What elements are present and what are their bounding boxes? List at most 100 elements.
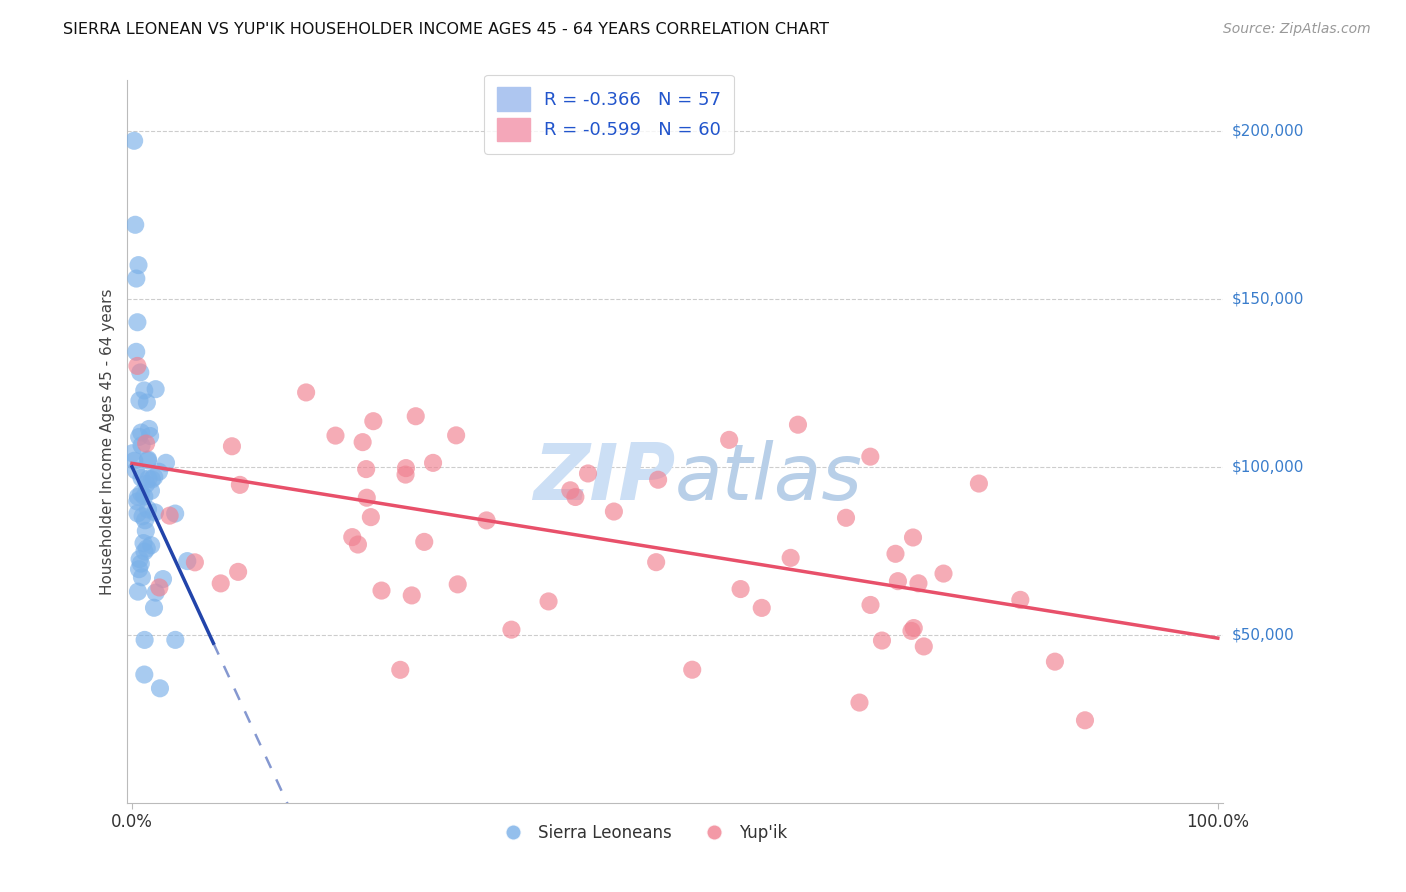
Point <box>127 494 149 508</box>
Point <box>127 506 149 520</box>
Text: $200,000: $200,000 <box>1232 123 1303 138</box>
Point <box>325 428 347 442</box>
Point <box>537 594 560 608</box>
Point <box>134 490 156 504</box>
Point <box>501 623 523 637</box>
Point <box>1010 592 1032 607</box>
Point <box>229 478 252 492</box>
Point <box>647 473 669 487</box>
Point <box>165 632 187 647</box>
Point <box>165 507 187 521</box>
Point <box>128 430 150 444</box>
Point <box>787 417 810 432</box>
Point <box>389 663 412 677</box>
Point <box>1074 714 1097 728</box>
Point <box>405 409 427 424</box>
Point <box>134 667 156 681</box>
Point <box>354 462 377 476</box>
Point <box>413 534 436 549</box>
Text: $100,000: $100,000 <box>1232 459 1303 475</box>
Point <box>125 271 148 285</box>
Point <box>859 450 882 464</box>
Point <box>125 344 148 359</box>
Point <box>139 483 162 498</box>
Point <box>870 633 893 648</box>
Point <box>645 555 668 569</box>
Point <box>884 547 907 561</box>
Point <box>131 438 153 452</box>
Point <box>226 565 249 579</box>
Point <box>136 502 159 516</box>
Point <box>134 513 156 527</box>
Point <box>129 486 152 500</box>
Point <box>347 537 370 551</box>
Point <box>751 600 773 615</box>
Point <box>184 555 207 569</box>
Point <box>131 570 153 584</box>
Point <box>131 471 153 485</box>
Point <box>135 395 157 409</box>
Point <box>576 467 599 481</box>
Point <box>209 576 232 591</box>
Point <box>394 467 416 482</box>
Point <box>730 582 752 596</box>
Point <box>135 436 157 450</box>
Point <box>835 510 858 524</box>
Point <box>401 589 423 603</box>
Point <box>122 134 145 148</box>
Point <box>145 585 167 599</box>
Text: atlas: atlas <box>675 440 863 516</box>
Point <box>900 624 922 638</box>
Point <box>681 663 703 677</box>
Point <box>447 577 470 591</box>
Point <box>127 359 149 373</box>
Point <box>124 218 146 232</box>
Text: Source: ZipAtlas.com: Source: ZipAtlas.com <box>1223 22 1371 37</box>
Point <box>143 505 166 519</box>
Point <box>967 476 990 491</box>
Point <box>152 572 174 586</box>
Point <box>135 541 157 556</box>
Point <box>127 315 149 329</box>
Point <box>932 566 955 581</box>
Point <box>128 393 150 408</box>
Point <box>342 530 364 544</box>
Point <box>136 453 159 467</box>
Point <box>129 557 152 571</box>
Point <box>603 504 626 518</box>
Point <box>141 472 163 486</box>
Point <box>138 472 160 486</box>
Point <box>149 681 172 696</box>
Point <box>360 510 382 524</box>
Point <box>148 581 170 595</box>
Text: $50,000: $50,000 <box>1232 627 1295 642</box>
Point <box>352 435 374 450</box>
Legend: Sierra Leoneans, Yup'ik: Sierra Leoneans, Yup'ik <box>491 817 794 848</box>
Point <box>1043 655 1066 669</box>
Point <box>135 477 157 491</box>
Point <box>912 640 935 654</box>
Point <box>356 491 378 505</box>
Point <box>128 562 150 576</box>
Point <box>136 452 159 467</box>
Y-axis label: Householder Income Ages 45 - 64 years: Householder Income Ages 45 - 64 years <box>100 288 115 595</box>
Point <box>127 258 149 272</box>
Point <box>148 465 170 479</box>
Text: ZIP: ZIP <box>533 440 675 516</box>
Point <box>132 536 155 550</box>
Point <box>124 453 146 467</box>
Point <box>779 550 801 565</box>
Point <box>564 490 586 504</box>
Point <box>422 456 444 470</box>
Point <box>129 366 152 380</box>
Point <box>127 490 149 504</box>
Point <box>129 425 152 440</box>
Point <box>907 576 929 591</box>
Text: $150,000: $150,000 <box>1232 291 1303 306</box>
Point <box>127 584 149 599</box>
Point <box>138 422 160 436</box>
Point <box>295 385 318 400</box>
Point <box>363 414 385 428</box>
Text: SIERRA LEONEAN VS YUP'IK HOUSEHOLDER INCOME AGES 45 - 64 YEARS CORRELATION CHART: SIERRA LEONEAN VS YUP'IK HOUSEHOLDER INC… <box>63 22 830 37</box>
Point <box>903 621 925 635</box>
